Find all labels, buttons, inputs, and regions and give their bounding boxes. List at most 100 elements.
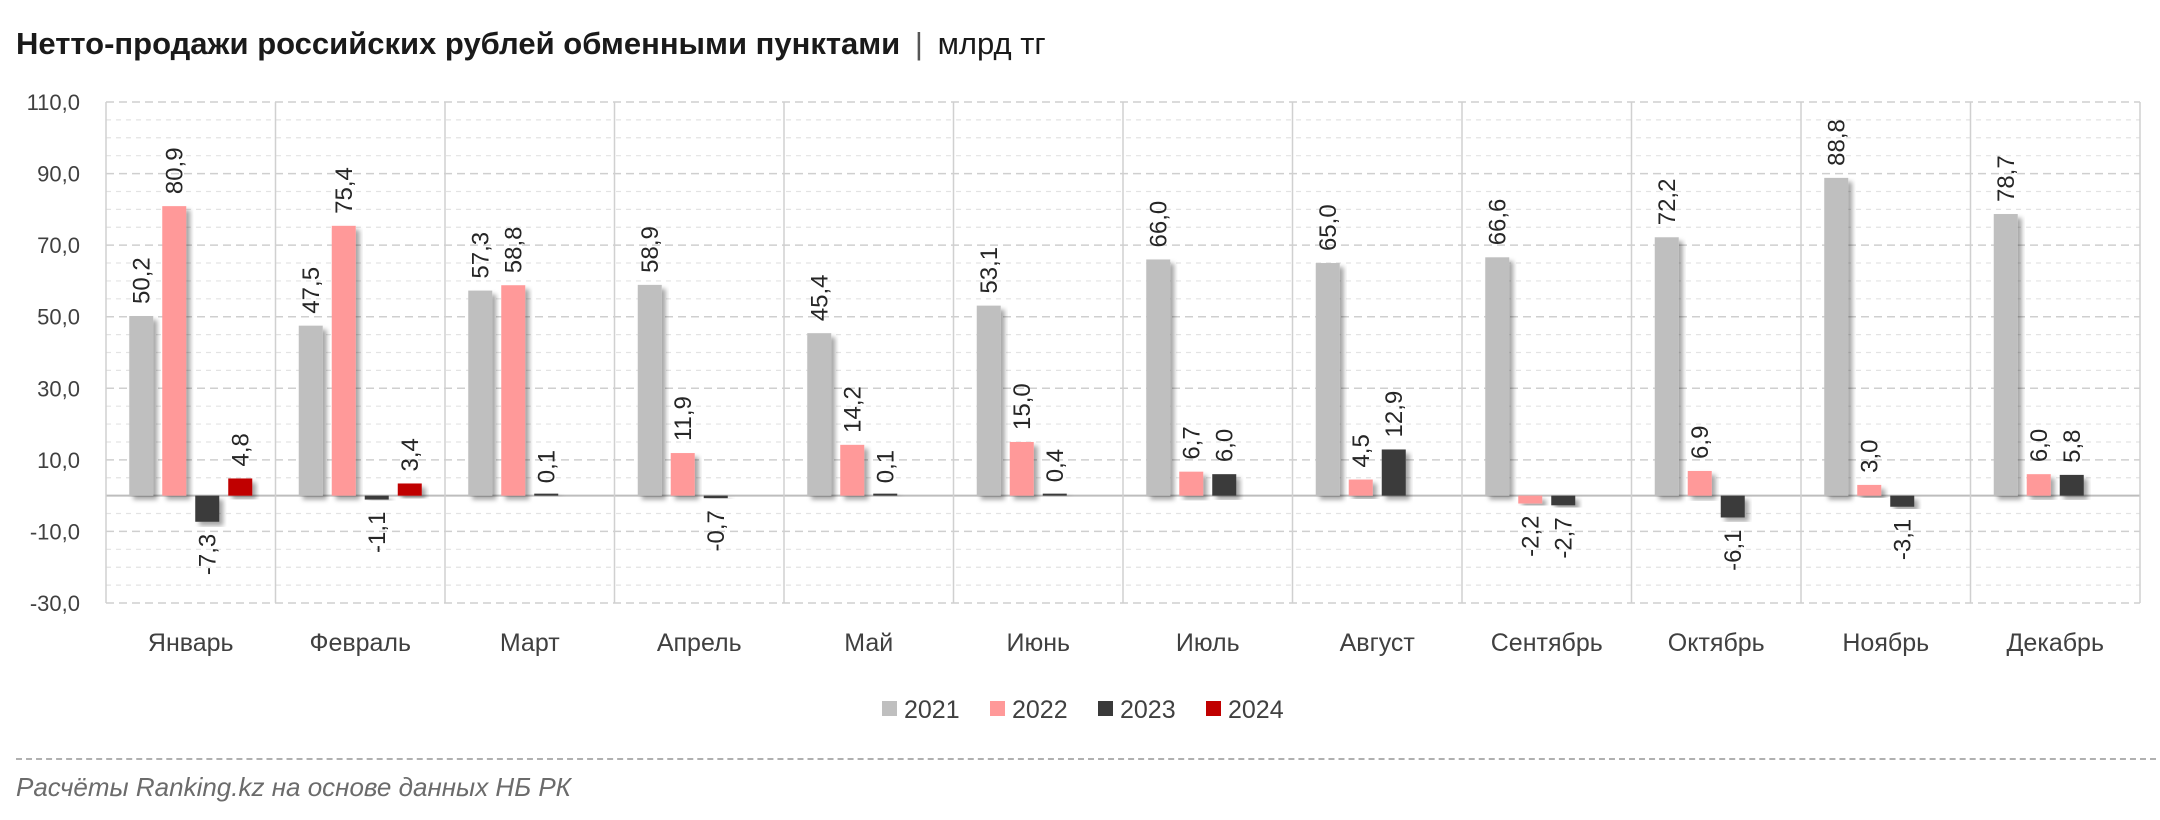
footer-divider [16,758,2156,760]
data-label: 45,4 [807,274,834,321]
y-tick-label: -10,0 [30,519,80,544]
chart-bars [129,177,2084,522]
x-tick-label: Октябрь [1668,629,1765,657]
data-label: -7,3 [195,534,222,575]
chart-title-main: Нетто-продажи российских рублей обменным… [16,26,901,61]
x-tick-label: Апрель [657,629,742,657]
bar-2022-11 [2026,474,2051,496]
bar-2021-8 [1485,257,1510,496]
data-label: 66,0 [1146,201,1173,248]
bar-2022-7 [1348,479,1373,496]
data-label: -6,1 [1720,529,1747,570]
chart-title: Нетто-продажи российских рублей обменным… [16,26,1046,62]
data-label: 50,2 [129,257,156,304]
category-separators [105,102,2141,603]
bar-2022-2 [501,285,526,496]
data-label: 6,0 [1212,429,1239,462]
data-label: 58,9 [637,226,664,273]
bar-2022-5 [1009,441,1034,496]
chart-title-unit: млрд тг [937,26,1046,61]
x-tick-label: Сентябрь [1491,629,1603,657]
data-label: 80,9 [162,147,189,194]
bar-2023-0 [195,495,220,522]
data-labels: 50,2 47,5 57,3 58,9 45,4 53,1 66,0 65,0 66,6 72,2… [129,119,2086,575]
data-label: 14,2 [840,386,867,433]
data-label: 3,4 [397,438,424,471]
bar-2022-9 [1687,470,1712,496]
legend-swatch-2023 [1098,701,1113,716]
data-label: 6,9 [1687,426,1714,459]
data-label: 5,8 [2059,430,2086,463]
data-label: 6,0 [2026,429,2053,462]
x-tick-label: Февраль [309,629,411,657]
bar-2021-4 [807,333,832,496]
bar-2021-11 [1993,214,2018,496]
chart-title-separator: | [914,26,923,61]
data-label: -3,1 [1890,519,1917,560]
bar-2023-3 [703,495,728,499]
bar-2022-8 [1518,495,1543,504]
data-label: 3,0 [1857,440,1884,473]
data-label: 58,8 [501,227,528,274]
bar-2023-7 [1381,449,1406,496]
x-tick-label: Август [1340,629,1416,657]
bar-2023-11 [2059,474,2084,496]
bar-2021-5 [976,305,1001,496]
data-label: 0,4 [1042,449,1069,482]
x-tick-label: Январь [148,629,234,657]
y-tick-label: -30,0 [30,591,80,616]
bar-2021-6 [1146,259,1171,496]
x-tick-label: Май [844,629,893,657]
bar-2023-6 [1212,474,1237,496]
bar-2022-6 [1179,471,1204,496]
y-axis-tick-labels: -30,0 -10,0 10,0 30,0 50,0 70,0 90,0 110,0 [27,90,80,616]
x-tick-label: Ноябрь [1842,629,1929,657]
data-label: -2,7 [1551,517,1578,558]
x-axis-tick-labels: Январь Февраль Март Апрель Май Июнь Июль Август… [148,629,2104,657]
x-tick-label: Декабрь [2007,629,2104,657]
data-label: -2,2 [1518,516,1545,557]
legend-label: 2024 [1228,696,1284,724]
bar-chart: -30,0 -10,0 10,0 30,0 50,0 70,0 90,0 110,0 50,2… [27,90,2141,724]
y-tick-label: 50,0 [37,305,80,330]
data-label: 12,9 [1381,391,1408,438]
data-label: 78,7 [1993,155,2020,202]
bar-2021-0 [129,315,154,496]
x-tick-label: Июнь [1006,629,1070,657]
bar-2023-5 [1042,493,1067,496]
data-label: 53,1 [976,247,1003,294]
data-label: 65,0 [1315,204,1342,251]
bar-2023-4 [873,493,898,496]
bar-2021-10 [1824,177,1849,496]
bar-2022-4 [840,444,865,496]
bar-2024-1 [397,483,422,496]
data-label: 72,2 [1654,179,1681,226]
data-label: 0,1 [873,450,900,483]
x-tick-label: Июль [1176,629,1240,657]
data-label: -1,1 [364,512,391,553]
data-label: 88,8 [1824,119,1851,166]
data-label: 15,0 [1009,383,1036,430]
bar-2021-1 [298,325,323,496]
bar-2024-0 [228,478,253,496]
x-tick-label: Март [500,629,560,657]
legend-label: 2023 [1120,696,1176,724]
legend-swatch-2021 [882,701,897,716]
data-label: -0,7 [703,510,730,551]
data-label: 11,9 [670,396,697,441]
data-label: 0,1 [534,450,561,483]
data-label: 66,6 [1485,199,1512,246]
bar-2023-10 [1890,495,1915,507]
bar-2022-3 [670,453,695,496]
data-label: 47,5 [298,267,325,314]
bar-2023-8 [1551,495,1576,506]
data-label: 75,4 [331,167,358,214]
bar-2022-0 [162,206,187,496]
legend-label: 2021 [904,696,960,724]
source-note: Расчёты Ranking.kz на основе данных НБ Р… [16,772,572,802]
data-label: 4,8 [228,433,255,466]
bar-2023-1 [364,495,389,500]
data-label: 4,5 [1348,434,1375,467]
data-label: 57,3 [468,232,495,279]
y-tick-label: 10,0 [37,448,80,473]
